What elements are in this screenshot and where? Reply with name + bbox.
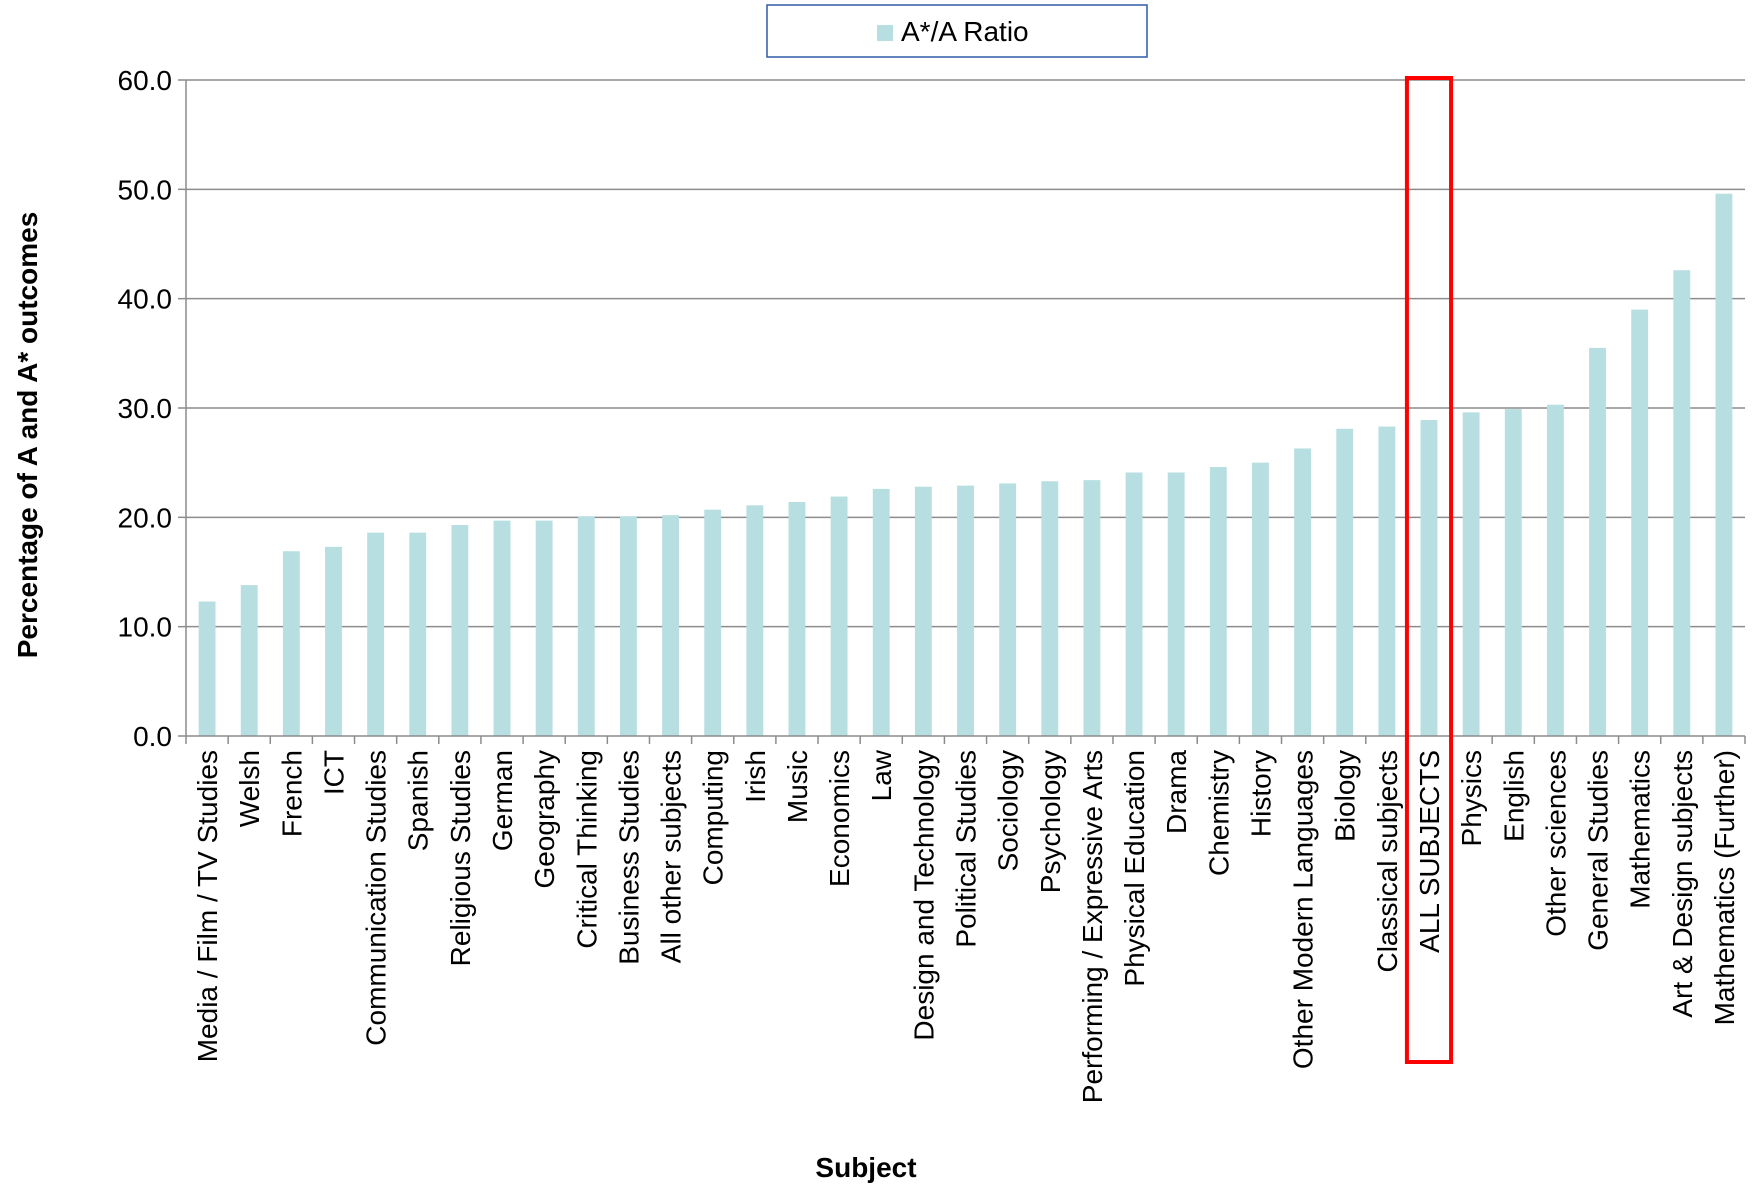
x-tick-label: Religious Studies bbox=[445, 750, 476, 966]
bar bbox=[198, 601, 216, 736]
legend: A*/A Ratio bbox=[766, 4, 1148, 58]
x-tick-label: Biology bbox=[1330, 750, 1361, 842]
x-tick-label: English bbox=[1498, 750, 1529, 842]
bar bbox=[999, 483, 1017, 736]
bar bbox=[367, 532, 385, 736]
bar bbox=[1378, 426, 1396, 736]
bar bbox=[451, 524, 469, 736]
bar bbox=[830, 496, 848, 736]
x-tick-label: Other Modern Languages bbox=[1288, 750, 1319, 1069]
bar bbox=[1715, 193, 1733, 736]
y-tick-labels: 0.0 10.0 20.0 30.0 40.0 50.0 60.0 bbox=[118, 65, 173, 752]
x-tick-label: Design and Technology bbox=[908, 750, 939, 1041]
y-tick-label: 40.0 bbox=[118, 284, 173, 315]
x-tick-label: Psychology bbox=[1035, 750, 1066, 893]
bar bbox=[535, 520, 553, 736]
x-tick-label: ICT bbox=[318, 750, 349, 795]
y-tick-label: 60.0 bbox=[118, 65, 173, 96]
x-tick-labels: Media / Film / TV Studies Welsh French ICT C… bbox=[192, 749, 1740, 1103]
bar bbox=[914, 486, 932, 736]
bar bbox=[1125, 472, 1143, 736]
x-tick-label: Mathematics (Further) bbox=[1709, 750, 1740, 1025]
x-tick-label: Computing bbox=[698, 750, 729, 885]
bar bbox=[619, 516, 637, 736]
bar bbox=[1504, 409, 1522, 736]
bar bbox=[1209, 467, 1227, 736]
bar bbox=[1462, 412, 1480, 736]
y-tick-label: 50.0 bbox=[118, 174, 173, 205]
x-tick-label: Classical subjects bbox=[1372, 750, 1403, 973]
bar bbox=[704, 509, 722, 736]
legend-swatch bbox=[877, 25, 893, 41]
bar bbox=[746, 505, 764, 736]
bar bbox=[1336, 428, 1354, 736]
y-tick-label: 0.0 bbox=[133, 721, 172, 752]
x-tick-label: Other sciences bbox=[1540, 750, 1571, 937]
axes bbox=[185, 80, 1746, 744]
bar bbox=[1167, 472, 1185, 736]
bar bbox=[577, 516, 595, 736]
x-tick-label: Business Studies bbox=[613, 750, 644, 965]
bar bbox=[1294, 448, 1312, 736]
bar bbox=[409, 532, 427, 736]
x-tick-label: Media / Film / TV Studies bbox=[192, 750, 223, 1062]
x-tick-label: Chemistry bbox=[1203, 750, 1234, 876]
x-tick-label: Sociology bbox=[993, 750, 1024, 871]
bar bbox=[240, 585, 258, 736]
x-tick-label: All other subjects bbox=[656, 750, 687, 963]
x-tick-label: German bbox=[487, 750, 518, 851]
x-axis-title: Subject bbox=[815, 1152, 916, 1183]
bar bbox=[1041, 481, 1059, 736]
x-tick-label: Irish bbox=[740, 750, 771, 803]
bar bbox=[282, 551, 300, 736]
x-tick-label: Music bbox=[782, 750, 813, 823]
y-tick-label: 20.0 bbox=[118, 502, 173, 533]
bar bbox=[1673, 270, 1691, 736]
bar bbox=[1420, 420, 1438, 736]
x-tick-label: History bbox=[1245, 750, 1276, 837]
highlight-box bbox=[1404, 76, 1454, 1064]
bar bbox=[1631, 309, 1649, 736]
x-tick-label: Mathematics bbox=[1625, 750, 1656, 909]
bar bbox=[788, 502, 806, 736]
x-tick-label: Art & Design subjects bbox=[1667, 750, 1698, 1018]
x-tick-label: ALL SUBJECTS bbox=[1414, 750, 1445, 953]
bar bbox=[662, 515, 679, 736]
x-tick-label: General Studies bbox=[1583, 750, 1614, 951]
x-tick-label: Economics bbox=[824, 750, 855, 887]
x-tick-label: Law bbox=[866, 749, 897, 801]
x-tick-label: Political Studies bbox=[951, 750, 982, 948]
x-tick-label: French bbox=[276, 750, 307, 837]
x-tick-label: Drama bbox=[1161, 750, 1192, 834]
bar bbox=[325, 546, 342, 736]
bar bbox=[957, 485, 974, 736]
y-axis-title: Percentage of A and A* outcomes bbox=[12, 212, 43, 659]
x-tick-label: Performing / Expressive Arts bbox=[1077, 750, 1108, 1103]
x-tick-label: Physics bbox=[1456, 750, 1487, 846]
x-tick-label: Communication Studies bbox=[361, 750, 392, 1046]
bar bbox=[872, 488, 890, 736]
bar bbox=[1252, 462, 1269, 736]
bar bbox=[1589, 347, 1606, 736]
bars bbox=[198, 193, 1733, 736]
bar bbox=[1546, 404, 1564, 736]
x-tick-label: Physical Education bbox=[1119, 750, 1150, 987]
legend-box bbox=[766, 4, 1148, 58]
y-tick-label: 10.0 bbox=[118, 612, 173, 643]
legend-label: A*/A Ratio bbox=[901, 16, 1029, 47]
y-tick-label: 30.0 bbox=[118, 393, 173, 424]
bar bbox=[1083, 480, 1101, 736]
x-tick-label: Geography bbox=[529, 750, 560, 889]
x-tick-label: Welsh bbox=[234, 750, 265, 827]
bar bbox=[493, 520, 511, 736]
gridlines bbox=[178, 79, 1745, 737]
x-tick-label: Critical Thinking bbox=[571, 750, 602, 949]
x-tick-label: Spanish bbox=[403, 750, 434, 851]
